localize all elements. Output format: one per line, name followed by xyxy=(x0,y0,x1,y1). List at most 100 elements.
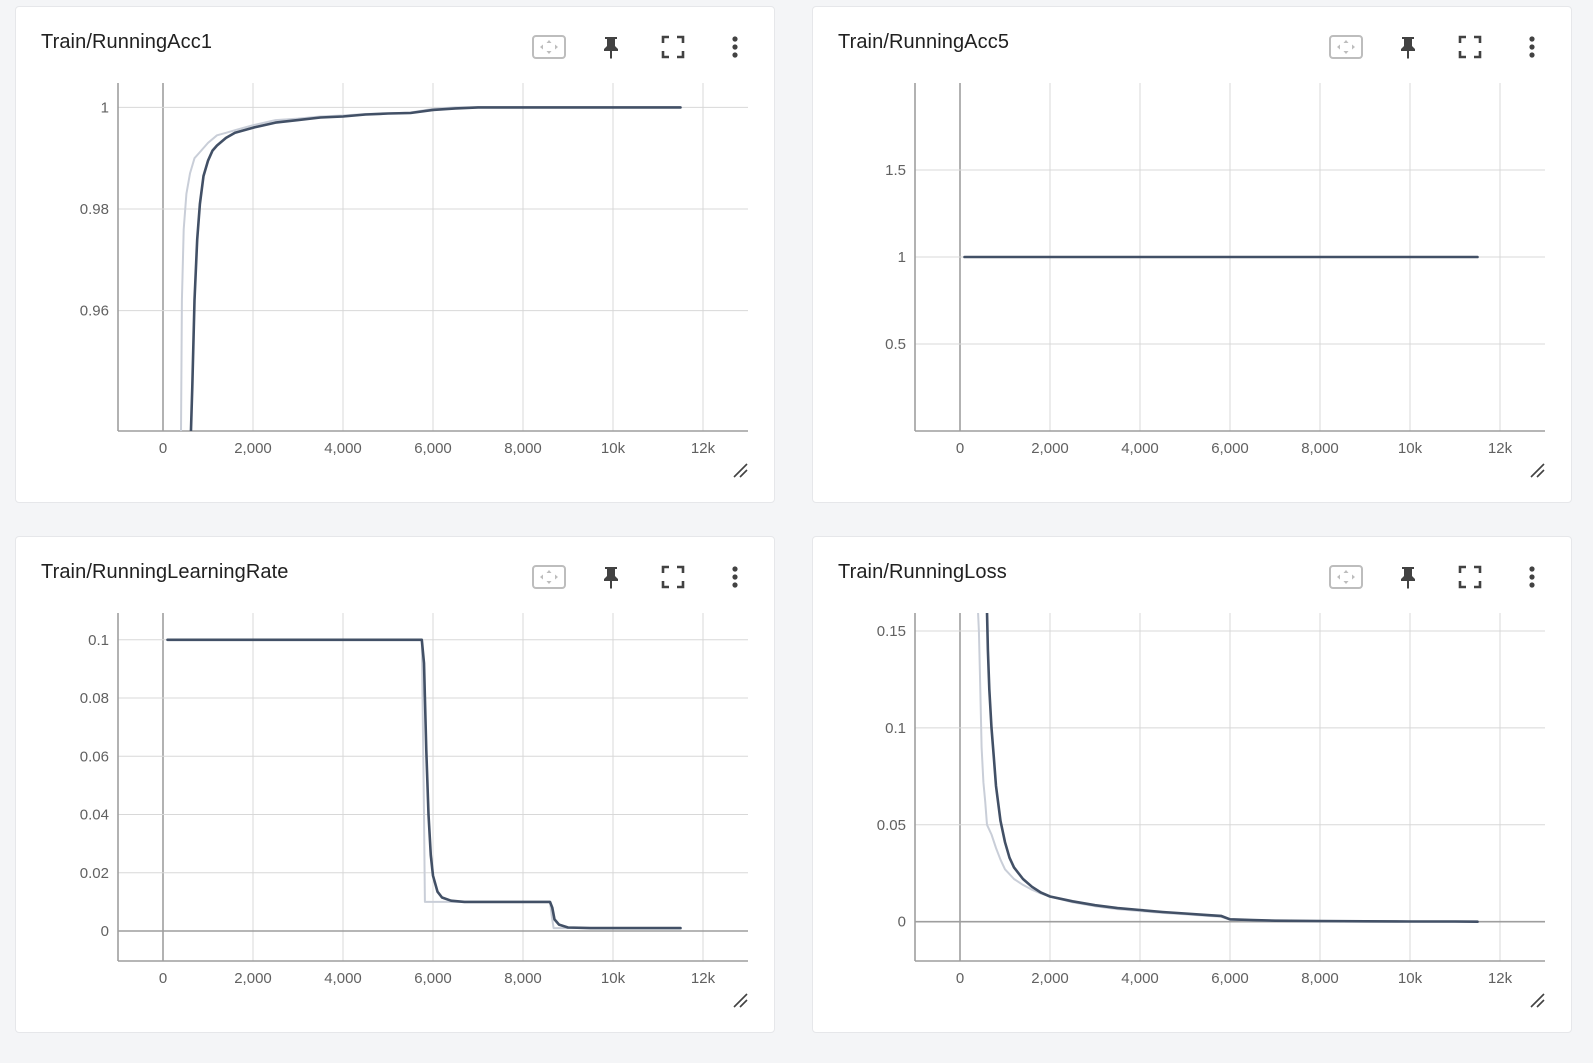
pin-icon xyxy=(593,29,629,65)
x-tick-label: 4,000 xyxy=(324,440,362,457)
y-tick-label: 0.08 xyxy=(80,690,109,707)
y-tick-label: 0.05 xyxy=(877,817,906,834)
pin-button[interactable] xyxy=(593,559,629,595)
x-tick-label: 2,000 xyxy=(234,440,272,457)
x-tick-label: 8,000 xyxy=(1301,970,1339,987)
y-tick-label: 1 xyxy=(101,99,109,116)
y-tick-label: 0.02 xyxy=(80,865,109,882)
x-tick-label: 6,000 xyxy=(414,970,452,987)
fullscreen-button[interactable] xyxy=(1452,559,1488,595)
more-options-button[interactable] xyxy=(717,559,753,595)
pin-button[interactable] xyxy=(593,29,629,65)
fullscreen-icon xyxy=(1452,29,1488,65)
line-chart[interactable]: 0 2,000 4,000 6,000 8,000 10k 12k 0 0.02 0.04 0.06… xyxy=(16,537,776,1034)
pin-icon xyxy=(1390,559,1426,595)
more-vert-icon xyxy=(1514,559,1550,595)
more-options-button[interactable] xyxy=(1514,559,1550,595)
smoothed-series-line xyxy=(166,638,682,930)
y-tick-label: 0.06 xyxy=(80,748,109,765)
fit-domain-icon xyxy=(531,559,567,595)
smoothed-series-line xyxy=(189,106,682,431)
y-tick-label: 0 xyxy=(101,923,109,940)
pin-icon xyxy=(1390,29,1426,65)
y-tick-label: 0.15 xyxy=(877,623,906,640)
fit-domain-button[interactable] xyxy=(531,29,567,65)
more-vert-icon xyxy=(717,559,753,595)
chart-title: Train/RunningAcc1 xyxy=(41,31,213,53)
x-tick-label: 0 xyxy=(159,440,167,457)
x-tick-label: 0 xyxy=(159,970,167,987)
card-toolbar xyxy=(531,559,781,595)
fullscreen-button[interactable] xyxy=(655,559,691,595)
pin-button[interactable] xyxy=(1390,29,1426,65)
card-toolbar xyxy=(1328,29,1578,65)
resize-handle[interactable] xyxy=(732,462,748,478)
chart-title: Train/RunningLoss xyxy=(838,561,1007,583)
y-tick-label: 0.1 xyxy=(885,720,906,737)
x-tick-label: 4,000 xyxy=(1121,970,1159,987)
x-tick-label: 2,000 xyxy=(1031,970,1069,987)
more-options-button[interactable] xyxy=(717,29,753,65)
x-tick-label: 6,000 xyxy=(414,440,452,457)
more-vert-icon xyxy=(717,29,753,65)
chart-title: Train/RunningAcc5 xyxy=(838,31,1010,53)
x-tick-label: 4,000 xyxy=(1121,440,1159,457)
resize-handle[interactable] xyxy=(732,992,748,1008)
fullscreen-button[interactable] xyxy=(655,29,691,65)
resize-handle[interactable] xyxy=(1529,462,1545,478)
fullscreen-icon xyxy=(1452,559,1488,595)
x-tick-label: 12k xyxy=(1488,970,1513,987)
line-chart[interactable]: 0 2,000 4,000 6,000 8,000 10k 12k 0 0.05 0.1 0.15 xyxy=(813,537,1573,1034)
resize-icon xyxy=(1529,993,1545,1012)
x-tick-label: 12k xyxy=(691,970,716,987)
chart-card-running-acc1: Train/RunningAcc1 0 2,000 4,000 6,000 8,000 1… xyxy=(15,6,775,503)
resize-icon xyxy=(732,993,748,1012)
y-tick-label: 0.5 xyxy=(885,336,906,353)
x-tick-label: 6,000 xyxy=(1211,440,1249,457)
fit-domain-icon xyxy=(531,29,567,65)
chart-card-running-learning-rate: Train/RunningLearningRate 0 2,000 4,000 6,0… xyxy=(15,536,775,1033)
x-tick-label: 10k xyxy=(1398,440,1423,457)
resize-icon xyxy=(1529,463,1545,482)
y-tick-label: 1.5 xyxy=(885,162,906,179)
x-tick-label: 10k xyxy=(1398,970,1423,987)
y-tick-label: 0 xyxy=(898,914,906,931)
raw-series-line xyxy=(977,613,1479,923)
x-tick-label: 12k xyxy=(691,440,716,457)
x-tick-label: 0 xyxy=(956,970,964,987)
pin-button[interactable] xyxy=(1390,559,1426,595)
x-tick-label: 8,000 xyxy=(504,440,542,457)
x-tick-label: 10k xyxy=(601,970,626,987)
raw-series-line xyxy=(166,638,682,930)
x-tick-label: 8,000 xyxy=(504,970,542,987)
resize-handle[interactable] xyxy=(1529,992,1545,1008)
fit-domain-button[interactable] xyxy=(1328,29,1364,65)
y-tick-label: 0.04 xyxy=(80,807,109,824)
pin-icon xyxy=(593,559,629,595)
y-tick-label: 0.98 xyxy=(80,201,109,218)
x-tick-label: 2,000 xyxy=(234,970,272,987)
smoothed-series-line xyxy=(985,613,1479,923)
fit-domain-button[interactable] xyxy=(531,559,567,595)
more-options-button[interactable] xyxy=(1514,29,1550,65)
fullscreen-icon xyxy=(655,29,691,65)
fit-domain-icon xyxy=(1328,29,1364,65)
chart-card-running-loss: Train/RunningLoss 0 2,000 4,000 6,000 8,000 1… xyxy=(812,536,1572,1033)
raw-series-line xyxy=(180,106,682,431)
x-tick-label: 12k xyxy=(1488,440,1513,457)
card-toolbar xyxy=(531,29,781,65)
x-tick-label: 10k xyxy=(601,440,626,457)
line-chart[interactable]: 0 2,000 4,000 6,000 8,000 10k 12k 0.5 1 1.5 xyxy=(813,7,1573,504)
fullscreen-icon xyxy=(655,559,691,595)
line-chart[interactable]: 0 2,000 4,000 6,000 8,000 10k 12k 0.96 0.98 1 xyxy=(16,7,776,504)
resize-icon xyxy=(732,463,748,482)
card-toolbar xyxy=(1328,559,1578,595)
x-tick-label: 2,000 xyxy=(1031,440,1069,457)
fit-domain-icon xyxy=(1328,559,1364,595)
x-tick-label: 6,000 xyxy=(1211,970,1249,987)
x-tick-label: 8,000 xyxy=(1301,440,1339,457)
x-tick-label: 0 xyxy=(956,440,964,457)
fullscreen-button[interactable] xyxy=(1452,29,1488,65)
chart-card-running-acc5: Train/RunningAcc5 0 2,000 4,000 6,000 8,000 1… xyxy=(812,6,1572,503)
fit-domain-button[interactable] xyxy=(1328,559,1364,595)
